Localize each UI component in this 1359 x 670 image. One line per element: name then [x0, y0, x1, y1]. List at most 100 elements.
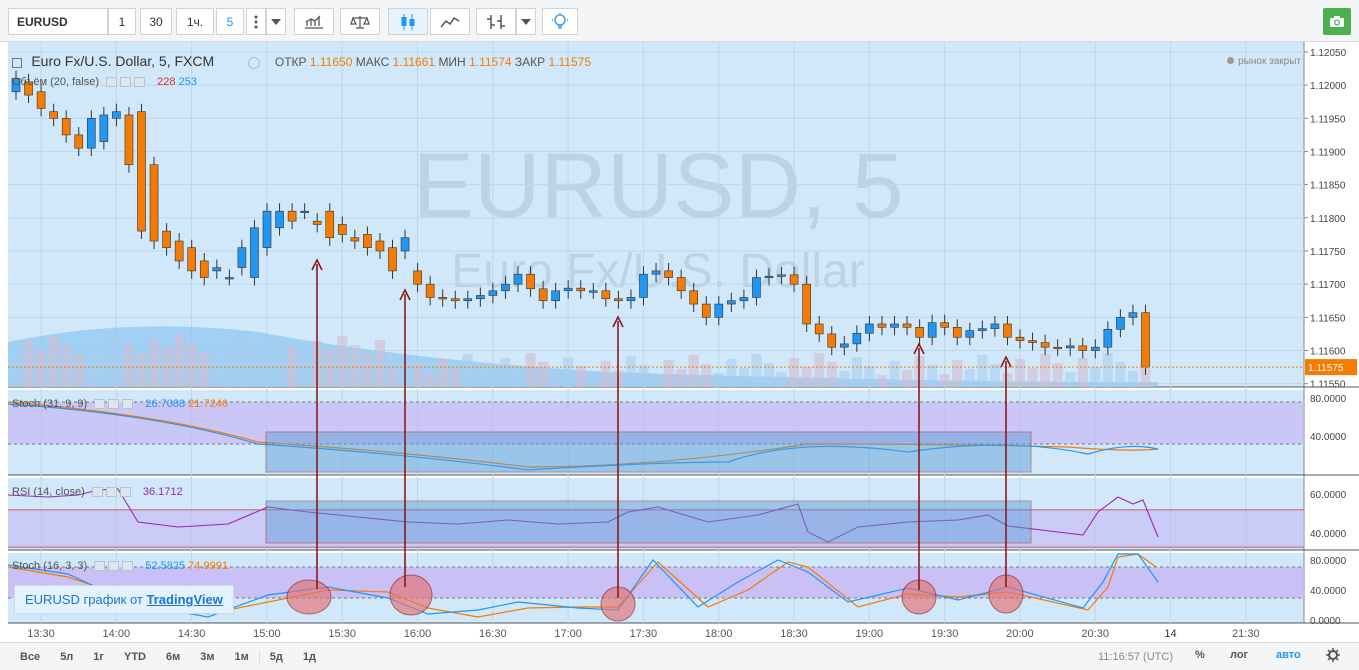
volume-bar: [1040, 354, 1051, 387]
range-7-button[interactable]: 5д: [258, 650, 293, 663]
candles-icon[interactable]: [388, 8, 428, 35]
range-8-button[interactable]: 1д: [302, 650, 317, 663]
percent-button[interactable]: %: [1195, 649, 1205, 661]
price-tick-label: 1.11700: [1310, 280, 1346, 291]
log-button[interactable]: лог: [1230, 649, 1249, 661]
market-status: рынок закрыт: [1227, 56, 1301, 67]
dropdown-icon[interactable]: [266, 8, 286, 35]
range-2-button[interactable]: 1г: [93, 650, 104, 663]
candle-body: [990, 323, 1000, 329]
volume-bar: [199, 352, 210, 387]
chart-area[interactable]: 13:30 14:00 14:30 15:00 15:30 16:00 16:30 17:00…: [8, 42, 1359, 642]
indicator-controls-icon[interactable]: [94, 561, 138, 572]
stoch1-legend: Stoch (31, 9, 9) 26.7088 21.7246: [12, 398, 228, 410]
candle-body: [275, 210, 284, 229]
volume-bar: [487, 372, 498, 387]
gear-icon[interactable]: [1326, 648, 1340, 665]
interval-30-button[interactable]: 30: [140, 8, 172, 35]
more-icon[interactable]: [246, 8, 266, 35]
volume-bar: [751, 354, 762, 387]
signal-arrowhead: [399, 288, 411, 301]
area-icon[interactable]: [430, 8, 470, 35]
candle-body: [375, 240, 385, 252]
stoch2-k-line: [8, 553, 1159, 618]
range-5-button[interactable]: 3м: [200, 650, 215, 663]
compare-icon[interactable]: [340, 8, 380, 35]
volume-bar: [61, 345, 72, 387]
volume-bar: [475, 363, 486, 387]
volume-bar: [450, 368, 461, 387]
stoch1-value-k: 26.7088: [145, 398, 186, 410]
candle-body: [714, 303, 724, 318]
indicator-controls-icon[interactable]: [91, 487, 136, 498]
volume-bar: [161, 348, 172, 387]
indicators-icon[interactable]: [476, 8, 516, 35]
range-4-button[interactable]: 6м: [166, 650, 181, 663]
stoch2-axis-label: 40.0000: [1310, 586, 1347, 597]
volume-bar: [1015, 359, 1025, 387]
range-6-button[interactable]: 1м: [234, 650, 249, 663]
volume-bar: [324, 350, 335, 387]
stoch2-value-d: 74.9991: [188, 560, 228, 572]
volume-bar: [136, 353, 147, 387]
range-3-button[interactable]: YTD: [124, 650, 146, 663]
volume-bar: [588, 375, 599, 387]
interval-1-button[interactable]: 1: [108, 8, 136, 35]
range-1-button[interactable]: 5л: [60, 650, 74, 663]
settings-icon[interactable]: [247, 56, 260, 69]
tradingview-branding[interactable]: EURUSD график от TradingView: [14, 585, 234, 614]
time-tick-label: 16:00: [404, 628, 432, 640]
volume-bar: [236, 333, 247, 387]
candle-body: [940, 322, 950, 328]
volume-bar: [575, 366, 586, 387]
candle-body: [752, 277, 761, 298]
candle-body: [890, 323, 899, 328]
volume-bar: [851, 357, 862, 387]
interval-5-button[interactable]: 5: [216, 8, 244, 35]
collapse-icon[interactable]: [12, 57, 22, 68]
camera-icon[interactable]: [1323, 8, 1351, 35]
price-tick-label: 1.12000: [1310, 81, 1347, 92]
signal-arrowhead: [1000, 355, 1012, 368]
volume-bar: [11, 355, 21, 387]
stoch1-axis-label: 80.0000: [1310, 394, 1347, 405]
volume-bar: [864, 366, 875, 387]
volume-bar: [1127, 371, 1138, 387]
price-tick-label: 1.11950: [1310, 114, 1346, 125]
volume-bar: [651, 374, 662, 387]
candle-body: [865, 323, 874, 334]
candle-body: [400, 237, 410, 252]
volume-bar: [638, 365, 649, 387]
candle-body: [24, 81, 33, 96]
volume-bar: [48, 336, 59, 387]
volume-bar: [299, 355, 310, 387]
price-chart-svg[interactable]: 13:30 14:00 14:30 15:00 15:30 16:00 16:30 17:00…: [8, 42, 1359, 642]
candle-body: [36, 91, 46, 109]
volume-value-2: 253: [178, 76, 197, 88]
volume-bar: [814, 353, 825, 387]
tradingview-link[interactable]: TradingView: [146, 592, 223, 607]
volume-legend: Объём (20, false) 228 253: [12, 76, 197, 88]
volume-bar: [889, 361, 900, 387]
interval-1h-button[interactable]: 1ч.: [176, 8, 214, 35]
current-price-label: 1.11575: [1308, 363, 1344, 374]
volume-bar: [902, 370, 913, 387]
volume-bar: [337, 336, 348, 387]
candle-body: [476, 295, 485, 300]
indicator-controls-icon[interactable]: [94, 399, 138, 410]
volume-bar: [111, 335, 122, 387]
close-label: ЗАКР: [514, 55, 546, 69]
bar-chart-icon[interactable]: [294, 8, 334, 35]
range-0-button[interactable]: Все: [20, 650, 41, 663]
candle-body: [1065, 345, 1075, 349]
indicator-controls-icon[interactable]: [106, 77, 150, 88]
clock-utc[interactable]: 11:16:57 (UTC): [1098, 651, 1173, 663]
auto-button[interactable]: авто: [1276, 649, 1301, 661]
symbol-input[interactable]: EURUSD: [8, 8, 108, 35]
candle-body: [413, 270, 422, 285]
candle-body: [187, 247, 196, 272]
dropdown-icon[interactable]: [516, 8, 536, 35]
candle-body: [727, 300, 736, 305]
lightbulb-icon[interactable]: [542, 8, 578, 35]
stoch1-value-d: 21.7246: [188, 398, 228, 410]
